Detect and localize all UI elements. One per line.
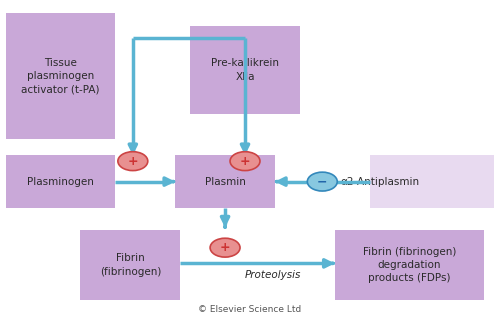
Text: +: + [128,155,138,168]
FancyBboxPatch shape [335,230,484,300]
FancyBboxPatch shape [80,230,180,300]
Text: α2-Antiplasmin: α2-Antiplasmin [340,177,419,186]
Text: −: − [317,175,328,188]
Text: Fibrin (fibrinogen)
degradation
products (FDPs): Fibrin (fibrinogen) degradation products… [363,247,456,283]
FancyBboxPatch shape [190,26,300,114]
Text: +: + [240,155,250,168]
FancyBboxPatch shape [370,155,494,208]
Text: Plasmin: Plasmin [204,177,246,186]
Circle shape [118,152,148,171]
Circle shape [308,172,338,191]
Text: +: + [220,241,230,254]
Text: Fibrin
(fibrinogen): Fibrin (fibrinogen) [100,253,161,276]
Text: Tissue
plasminogen
activator (t-PA): Tissue plasminogen activator (t-PA) [22,58,100,94]
Circle shape [230,152,260,171]
FancyBboxPatch shape [175,155,275,208]
Text: Proteolysis: Proteolysis [245,270,302,280]
Text: Plasminogen: Plasminogen [27,177,94,186]
FancyBboxPatch shape [6,155,116,208]
FancyBboxPatch shape [6,13,116,139]
Text: © Elsevier Science Ltd: © Elsevier Science Ltd [198,305,302,314]
Text: Pre-kallikrein
XIIa: Pre-kallikrein XIIa [211,58,279,82]
Circle shape [210,238,240,257]
